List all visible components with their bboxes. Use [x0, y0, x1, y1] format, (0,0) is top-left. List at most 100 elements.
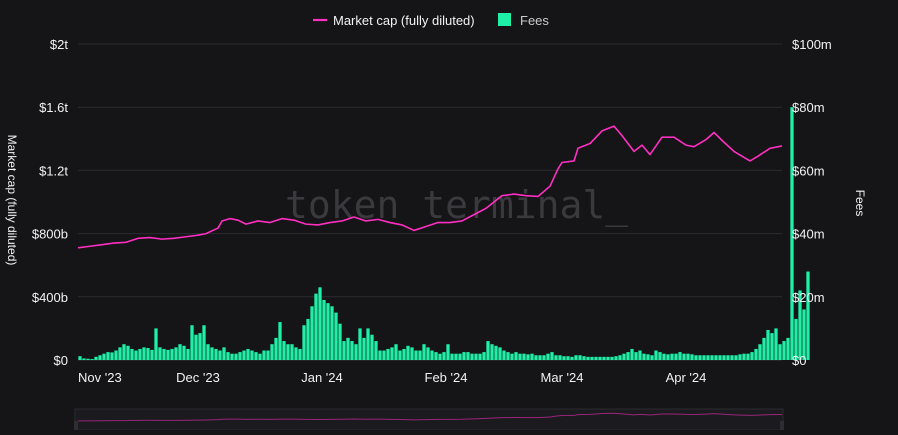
fees-bar — [606, 356, 610, 360]
fees-bar — [522, 353, 526, 360]
fees-bar — [494, 345, 498, 360]
fees-bar — [414, 350, 418, 360]
fees-bar — [302, 325, 306, 360]
fees-bar — [482, 352, 486, 360]
left-tick-label: $1.6t — [39, 100, 68, 115]
right-axis-title: Fees — [853, 190, 867, 217]
fees-bar — [146, 347, 150, 360]
fees-bar — [594, 356, 598, 360]
x-tick-label: Mar '24 — [541, 370, 584, 385]
fees-bar — [98, 355, 102, 360]
fees-bar — [562, 356, 566, 360]
fees-bar — [474, 353, 478, 360]
fees-bar — [306, 318, 310, 360]
fees-bar — [322, 299, 326, 360]
fees-bar — [174, 347, 178, 360]
fees-bar — [698, 355, 702, 360]
fees-bar — [202, 325, 206, 360]
fees-bar — [118, 347, 122, 360]
fees-bar — [774, 328, 778, 360]
fees-bar — [438, 353, 442, 360]
fees-bar — [714, 355, 718, 360]
fees-bar — [498, 347, 502, 360]
left-tick-label: $1.2t — [39, 163, 68, 178]
fees-bar — [458, 353, 462, 360]
fees-bar — [198, 333, 202, 360]
fees-bar — [490, 344, 494, 360]
x-axis-ticks: Nov '23 Dec '23 Jan '24 Feb '24 Mar '24 Apr '… — [78, 370, 706, 385]
fees-bar — [682, 353, 686, 360]
fees-bar — [526, 354, 530, 360]
fees-bar — [510, 353, 514, 360]
fees-bar — [114, 350, 118, 360]
fees-bar — [282, 341, 286, 360]
fees-bar — [702, 355, 706, 360]
fees-bar — [370, 334, 374, 360]
fees-bar — [674, 353, 678, 360]
fees-bar — [294, 347, 298, 360]
fees-bar — [578, 355, 582, 360]
fees-bar — [378, 350, 382, 360]
fees-bar — [170, 348, 174, 360]
fees-bar — [742, 353, 746, 360]
fees-bar — [390, 347, 394, 360]
fees-bar — [554, 355, 558, 360]
fees-bar — [346, 337, 350, 360]
legend: Market cap (fully diluted) Fees — [313, 13, 549, 28]
fees-bar — [318, 287, 322, 360]
fees-bar — [626, 352, 630, 360]
fees-bar — [226, 352, 230, 360]
fees-bar — [478, 353, 482, 360]
fees-bar — [778, 344, 782, 360]
fees-bar — [190, 325, 194, 360]
fees-bar — [730, 355, 734, 360]
fees-bar — [274, 337, 278, 360]
fees-bar — [550, 352, 554, 360]
fees-bar — [134, 350, 138, 360]
fees-bar — [798, 290, 802, 360]
fees-bar — [738, 354, 742, 360]
fees-bar — [182, 345, 186, 360]
fees-bar — [254, 352, 258, 360]
fees-bar — [614, 356, 618, 360]
fees-bar — [394, 344, 398, 360]
fees-bar — [422, 344, 426, 360]
fees-bar — [582, 356, 586, 360]
fees-bar — [406, 345, 410, 360]
fees-bar — [362, 337, 366, 360]
navigator-handle-left[interactable] — [74, 421, 78, 430]
left-tick-label: $400b — [32, 290, 68, 305]
navigator-handle-right[interactable] — [780, 421, 784, 430]
fees-bar — [262, 350, 266, 360]
range-navigator[interactable] — [74, 408, 784, 431]
fees-bar — [410, 347, 414, 360]
fees-bar — [330, 306, 334, 360]
fees-bar — [486, 341, 490, 360]
right-tick-label: $60m — [792, 163, 825, 178]
fees-bar — [646, 354, 650, 360]
fees-bar — [502, 350, 506, 360]
fees-bar — [246, 348, 250, 360]
right-tick-label: $80m — [792, 100, 825, 115]
fees-bar — [286, 344, 290, 360]
fees-bar — [706, 355, 710, 360]
fees-bar — [574, 355, 578, 360]
fees-bar — [266, 350, 270, 360]
fees-bar — [546, 353, 550, 360]
fees-bar — [338, 323, 342, 360]
fees-bar — [454, 353, 458, 360]
fees-bar — [770, 333, 774, 360]
fees-bar — [802, 309, 806, 360]
fees-bar — [86, 358, 90, 360]
fees-bar — [334, 312, 338, 360]
fees-bar — [530, 353, 534, 360]
fees-bar — [402, 348, 406, 360]
fees-bar — [662, 353, 666, 360]
fees-bar — [102, 353, 106, 360]
fees-bar — [650, 355, 654, 360]
fees-bar — [178, 344, 182, 360]
fees-bar — [790, 107, 794, 360]
fees-bar — [794, 318, 798, 360]
